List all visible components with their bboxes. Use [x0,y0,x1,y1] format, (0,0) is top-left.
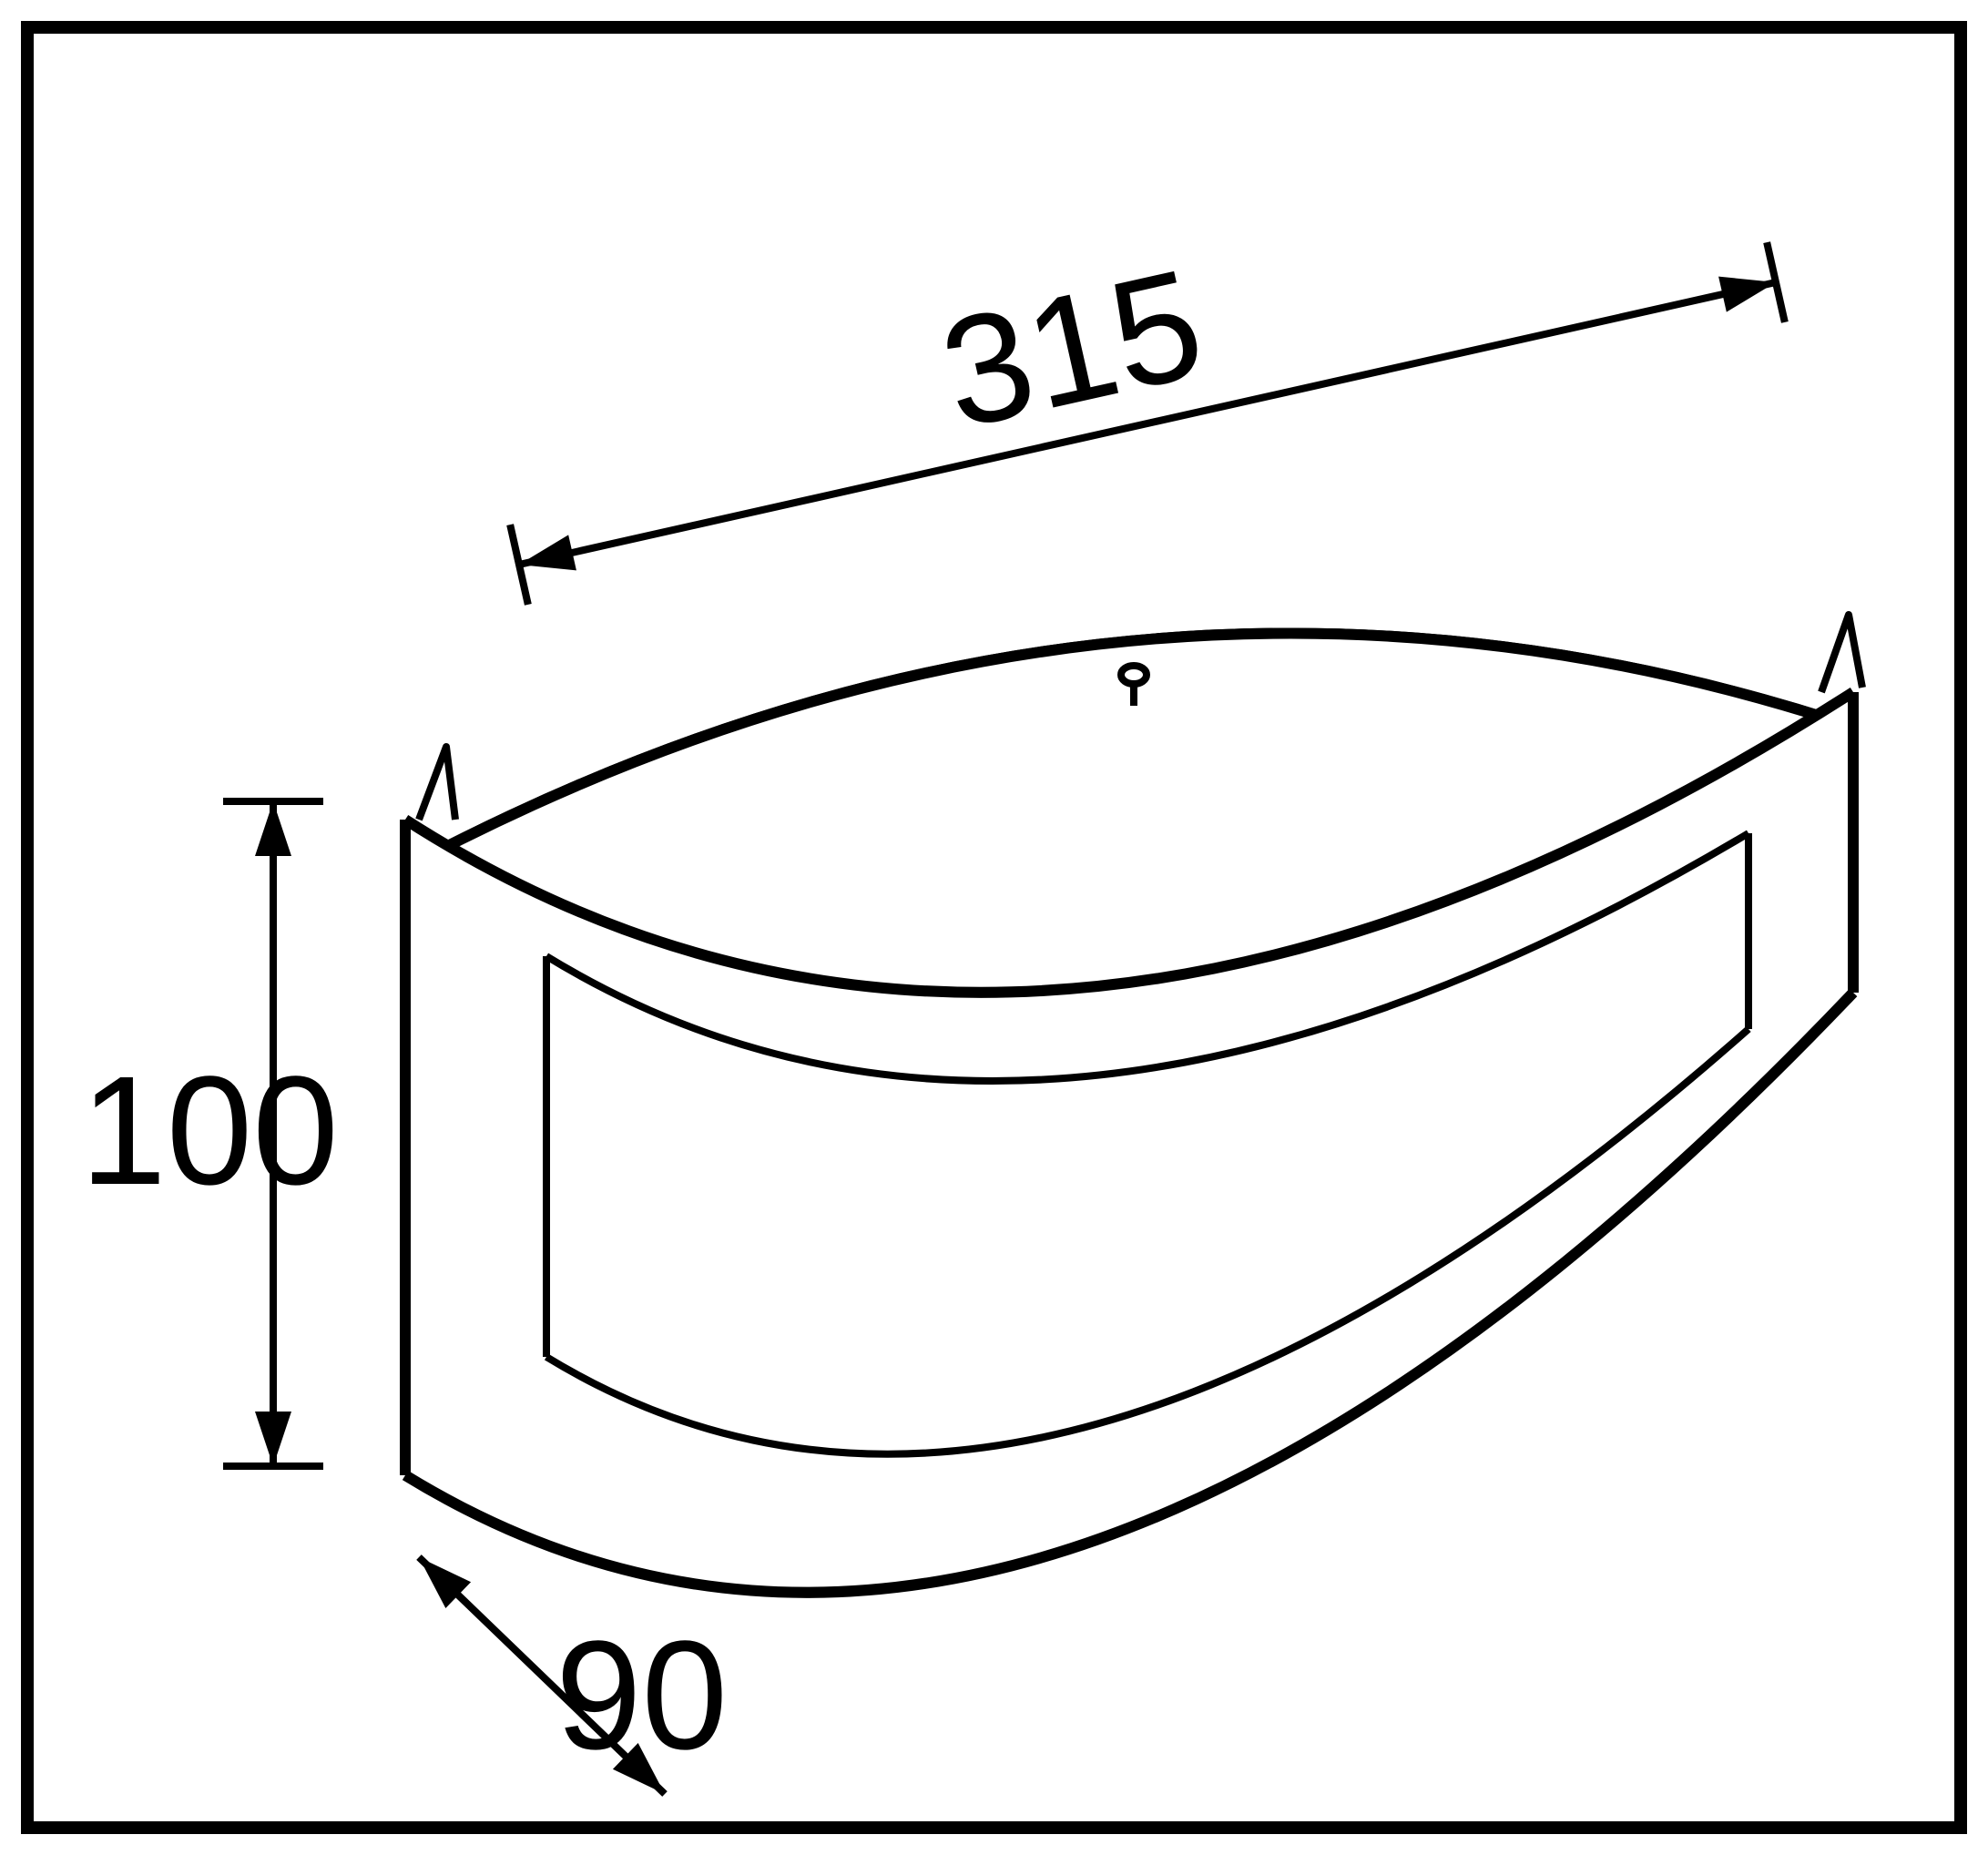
knob-cap [1121,666,1147,684]
dim-height-label: 100 [80,1045,339,1218]
diagram-canvas: 31510090 [0,0,1988,1855]
diagram-svg: 31510090 [0,0,1988,1855]
dim-depth-label: 90 [556,1609,728,1782]
